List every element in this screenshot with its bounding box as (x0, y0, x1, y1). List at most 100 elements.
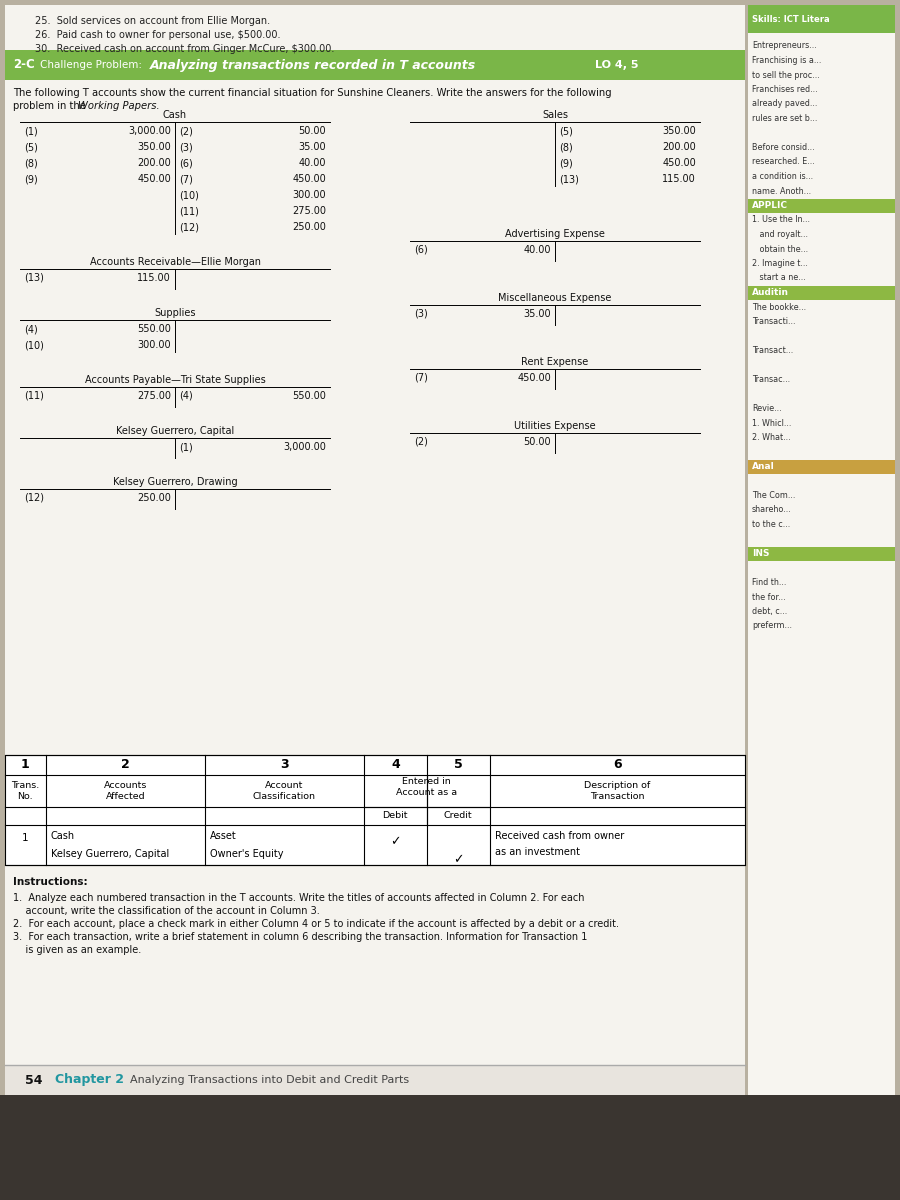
Bar (5, 755, 745, 865)
Text: 350.00: 350.00 (662, 126, 696, 136)
Text: LO 4, 5: LO 4, 5 (595, 60, 638, 70)
Text: Asset: Asset (210, 830, 237, 841)
Text: name. Anoth...: name. Anoth... (752, 186, 811, 196)
Bar (748, 286, 895, 300)
Text: 1. Whicl...: 1. Whicl... (752, 419, 791, 427)
Text: 350.00: 350.00 (137, 142, 171, 152)
Text: 40.00: 40.00 (299, 158, 326, 168)
Text: 250.00: 250.00 (137, 493, 171, 503)
Bar (5, 50, 745, 80)
Text: Skills: ICT Litera: Skills: ICT Litera (752, 14, 830, 24)
Text: (2): (2) (179, 126, 193, 136)
Text: is given as an example.: is given as an example. (13, 946, 141, 955)
Text: to sell the proc...: to sell the proc... (752, 71, 820, 79)
Text: (4): (4) (179, 391, 193, 401)
Text: 450.00: 450.00 (137, 174, 171, 184)
Text: 450.00: 450.00 (292, 174, 326, 184)
Text: 25.  Sold services on account from Ellie Morgan.: 25. Sold services on account from Ellie … (35, 16, 270, 26)
Text: (4): (4) (24, 324, 38, 334)
Text: Supplies: Supplies (154, 308, 196, 318)
Text: Accounts Payable—Tri State Supplies: Accounts Payable—Tri State Supplies (85, 374, 266, 385)
Text: 450.00: 450.00 (518, 373, 551, 383)
Text: (11): (11) (24, 391, 44, 401)
Text: Instructions:: Instructions: (13, 877, 87, 887)
Text: (9): (9) (24, 174, 38, 184)
Text: account, write the classification of the account in Column 3.: account, write the classification of the… (13, 906, 320, 916)
Text: Account
Classification: Account Classification (253, 781, 316, 800)
Text: 300.00: 300.00 (292, 190, 326, 200)
Text: Working Papers.: Working Papers. (78, 101, 159, 110)
Text: (10): (10) (24, 340, 44, 350)
Text: (13): (13) (559, 174, 579, 184)
Text: Auditin: Auditin (752, 288, 789, 296)
Text: (8): (8) (559, 142, 572, 152)
Text: (12): (12) (179, 222, 199, 232)
Text: (7): (7) (179, 174, 193, 184)
Text: Accounts
Affected: Accounts Affected (104, 781, 147, 800)
Text: the for...: the for... (752, 593, 786, 601)
Text: 275.00: 275.00 (292, 206, 326, 216)
Text: Kelsey Guerrero, Capital: Kelsey Guerrero, Capital (116, 426, 234, 436)
Text: Analyzing transactions recorded in T accounts: Analyzing transactions recorded in T acc… (150, 59, 476, 72)
Text: Owner's Equity: Owner's Equity (210, 850, 284, 859)
Text: The Com...: The Com... (752, 491, 796, 500)
Text: 2. Imagine t...: 2. Imagine t... (752, 259, 808, 268)
Text: ✓: ✓ (453, 853, 464, 866)
Text: (5): (5) (24, 142, 38, 152)
Text: 2: 2 (121, 758, 130, 772)
Text: to the c...: to the c... (752, 520, 790, 529)
Text: obtain the...: obtain the... (752, 245, 808, 253)
Text: 3,000.00: 3,000.00 (284, 442, 326, 452)
Text: as an investment: as an investment (495, 847, 580, 857)
Text: (11): (11) (179, 206, 199, 216)
Text: (1): (1) (179, 442, 193, 452)
Text: 4: 4 (391, 758, 400, 772)
Text: 2. What...: 2. What... (752, 433, 790, 442)
Text: (12): (12) (24, 493, 44, 503)
Text: rules are set b...: rules are set b... (752, 114, 817, 122)
Text: 1: 1 (22, 833, 29, 842)
Text: shareho...: shareho... (752, 505, 792, 515)
Text: ✓: ✓ (390, 835, 400, 848)
Text: 115.00: 115.00 (662, 174, 696, 184)
Text: Debit: Debit (382, 811, 408, 821)
Text: Cash: Cash (50, 830, 75, 841)
Bar (748, 5, 895, 1094)
Text: Franchises red...: Franchises red... (752, 85, 817, 94)
Text: 550.00: 550.00 (292, 391, 326, 401)
Text: (6): (6) (179, 158, 193, 168)
Text: (8): (8) (24, 158, 38, 168)
Text: start a ne...: start a ne... (752, 274, 806, 282)
Text: (2): (2) (414, 437, 427, 446)
Text: (1): (1) (24, 126, 38, 136)
Text: Franchising is a...: Franchising is a... (752, 56, 822, 65)
Text: 2-C: 2-C (13, 59, 35, 72)
Text: Entrepreneurs...: Entrepreneurs... (752, 42, 817, 50)
Text: (5): (5) (559, 126, 573, 136)
Text: Accounts Receivable—Ellie Morgan: Accounts Receivable—Ellie Morgan (89, 257, 260, 266)
Text: (10): (10) (179, 190, 199, 200)
Text: Entered in
Account as a: Entered in Account as a (396, 778, 457, 797)
Bar (5, 5, 745, 1094)
Text: 3.  For each transaction, write a brief statement in column 6 describing the tra: 3. For each transaction, write a brief s… (13, 932, 588, 942)
Text: Kelsey Guerrero, Drawing: Kelsey Guerrero, Drawing (112, 476, 238, 487)
Text: 300.00: 300.00 (138, 340, 171, 350)
Text: Before consid...: Before consid... (752, 143, 814, 152)
Text: problem in the: problem in the (13, 101, 89, 110)
Text: Description of
Transaction: Description of Transaction (584, 781, 651, 800)
Bar (0, 1094, 900, 1200)
Text: 250.00: 250.00 (292, 222, 326, 232)
Text: and royalt...: and royalt... (752, 230, 808, 239)
Text: Revie...: Revie... (752, 404, 781, 413)
Text: Transacti...: Transacti... (752, 317, 796, 326)
Text: Credit: Credit (444, 811, 472, 821)
Text: 550.00: 550.00 (137, 324, 171, 334)
Bar (748, 460, 895, 474)
Text: The following T accounts show the current financial situation for Sunshine Clean: The following T accounts show the curren… (13, 88, 612, 98)
Bar (5, 1066, 745, 1094)
Text: Advertising Expense: Advertising Expense (505, 229, 605, 239)
Text: researched. E...: researched. E... (752, 157, 814, 167)
Text: 54: 54 (25, 1074, 42, 1086)
Text: 2.  For each account, place a check mark in either Column 4 or 5 to indicate if : 2. For each account, place a check mark … (13, 919, 619, 929)
Text: Utilities Expense: Utilities Expense (514, 421, 596, 431)
